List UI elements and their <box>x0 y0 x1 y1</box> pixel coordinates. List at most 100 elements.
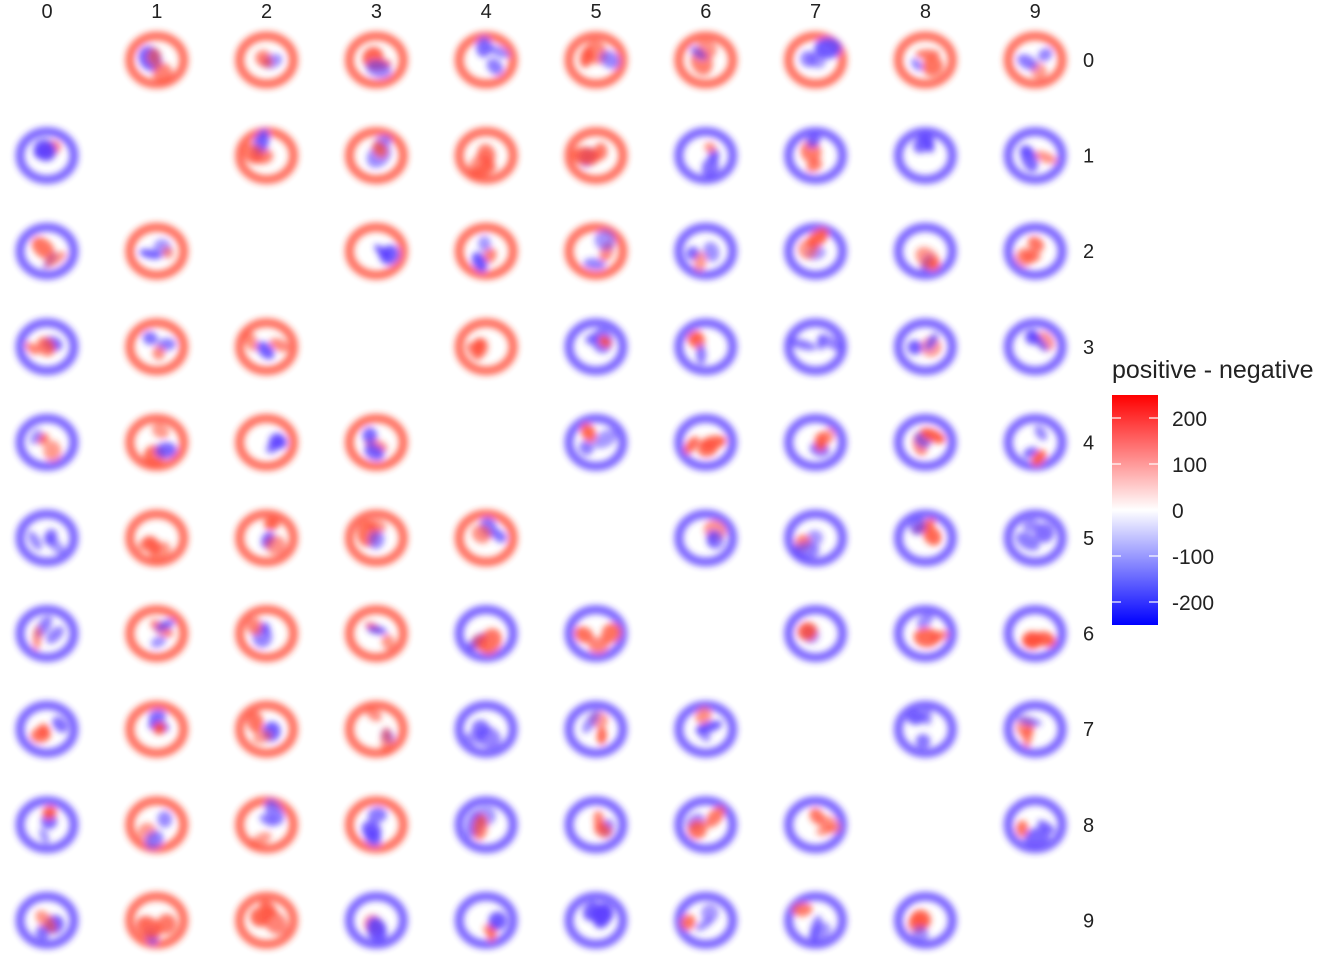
heatmap-tile <box>125 222 189 280</box>
heatmap-tile <box>454 222 518 280</box>
column-label: 3 <box>371 1 382 23</box>
row-label: 8 <box>1083 815 1094 837</box>
column-label: 9 <box>1030 1 1041 23</box>
column-label: 7 <box>810 1 821 23</box>
heatmap-tile <box>564 31 628 89</box>
heatmap-tile <box>235 796 299 854</box>
heatmap-tile <box>674 796 738 854</box>
row-label: 0 <box>1083 50 1094 72</box>
heatmap-tile <box>344 605 408 663</box>
heatmap-tile <box>893 700 957 758</box>
heatmap-tile <box>1003 605 1067 663</box>
heatmap-tile <box>1003 796 1067 854</box>
heatmap-tile <box>125 318 189 376</box>
heatmap-tile <box>564 891 628 949</box>
heatmap-tile <box>1003 413 1067 471</box>
heatmap-tile <box>674 700 738 758</box>
heatmap-tile <box>893 127 957 185</box>
column-label: 6 <box>700 1 711 23</box>
column-label: 4 <box>481 1 492 23</box>
row-label: 6 <box>1083 624 1094 646</box>
heatmap-tile <box>454 891 518 949</box>
row-label: 5 <box>1083 528 1094 550</box>
heatmap-tile <box>784 796 848 854</box>
heatmap-tile <box>564 413 628 471</box>
heatmap-tile <box>893 413 957 471</box>
heatmap-tile <box>235 31 299 89</box>
heatmap-tile <box>674 127 738 185</box>
row-label: 3 <box>1083 337 1094 359</box>
column-label: 5 <box>590 1 601 23</box>
heatmap-tile <box>454 509 518 567</box>
heatmap-tile <box>344 796 408 854</box>
heatmap-tile <box>454 796 518 854</box>
heatmap-tile <box>784 413 848 471</box>
heatmap-tile <box>784 605 848 663</box>
heatmap-tile <box>454 318 518 376</box>
legend-tick-label: 100 <box>1172 454 1207 477</box>
heatmap-tile <box>564 222 628 280</box>
heatmap-tile <box>125 31 189 89</box>
color-legend: positive - negative 200 100 0 -100 -200 <box>1112 356 1314 625</box>
heatmap-tile <box>564 605 628 663</box>
column-label: 1 <box>151 1 162 23</box>
heatmap-tile <box>235 700 299 758</box>
heatmap-tile <box>235 318 299 376</box>
heatmap-tile <box>125 605 189 663</box>
heatmap-tile <box>1003 700 1067 758</box>
heatmap-tile <box>1003 222 1067 280</box>
heatmap-tile <box>15 605 79 663</box>
row-label: 1 <box>1083 146 1094 168</box>
heatmap-tile <box>784 891 848 949</box>
column-label: 8 <box>920 1 931 23</box>
heatmap-tile <box>784 222 848 280</box>
heatmap-tile <box>893 318 957 376</box>
heatmap-tile <box>784 509 848 567</box>
heatmap-tile <box>235 127 299 185</box>
heatmap-tile <box>15 318 79 376</box>
heatmap-tile <box>893 222 957 280</box>
heatmap-tile <box>1003 31 1067 89</box>
heatmap-tile <box>344 127 408 185</box>
heatmap-tile <box>235 891 299 949</box>
heatmap-tile <box>674 31 738 89</box>
heatmap-tile <box>15 413 79 471</box>
heatmap-tile <box>564 796 628 854</box>
heatmap-tile <box>674 318 738 376</box>
heatmap-tile <box>674 891 738 949</box>
heatmap-tile <box>674 413 738 471</box>
heatmap-tile <box>125 413 189 471</box>
heatmap-tile <box>784 318 848 376</box>
heatmap-tile <box>15 127 79 185</box>
heatmap-tile <box>235 605 299 663</box>
row-label: 7 <box>1083 719 1094 741</box>
heatmap-tile <box>125 891 189 949</box>
heatmap-tile <box>15 796 79 854</box>
heatmap-tile <box>1003 318 1067 376</box>
column-labels: 0 1 2 3 4 5 6 7 8 9 <box>41 1 1040 23</box>
heatmap-tile <box>344 413 408 471</box>
heatmap-tile <box>893 31 957 89</box>
heatmap-tile <box>344 509 408 567</box>
heatmap-tile <box>454 127 518 185</box>
legend-tick-label: -200 <box>1172 592 1214 615</box>
column-label: 0 <box>41 1 52 23</box>
heatmap-tile <box>564 318 628 376</box>
heatmap-tile <box>235 413 299 471</box>
heatmap-tile <box>125 700 189 758</box>
heatmap-tile <box>454 700 518 758</box>
heatmap-tile <box>674 509 738 567</box>
legend-title: positive - negative <box>1112 356 1314 384</box>
legend-tick-label: 200 <box>1172 408 1207 431</box>
heatmap-tile <box>15 891 79 949</box>
heatmap-tile <box>125 509 189 567</box>
heatmap-tile <box>344 891 408 949</box>
heatmap-tile <box>344 31 408 89</box>
legend-ticks: 200 100 0 -100 -200 <box>1112 408 1214 615</box>
heatmap-tile <box>454 31 518 89</box>
heatmap-tile <box>454 605 518 663</box>
heatmap-tile <box>15 700 79 758</box>
row-label: 4 <box>1083 432 1094 454</box>
heatmap-tile <box>564 700 628 758</box>
